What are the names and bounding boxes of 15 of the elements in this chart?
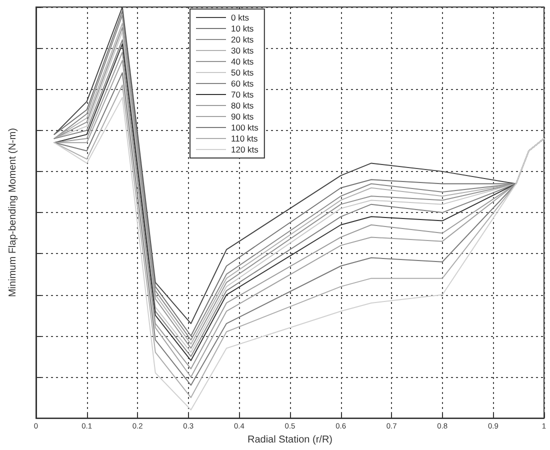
legend-label: 10 kts bbox=[231, 24, 254, 34]
legend-label: 30 kts bbox=[231, 46, 254, 56]
legend-label: 110 kts bbox=[231, 134, 258, 144]
legend-label: 20 kts bbox=[231, 34, 254, 44]
legend-label: 100 kts bbox=[231, 122, 258, 132]
x-axis-title: Radial Station (r/R) bbox=[247, 434, 333, 446]
legend-label: 50 kts bbox=[231, 68, 254, 78]
legend-label: 120 kts bbox=[231, 144, 258, 154]
legend-label: 0 kts bbox=[231, 12, 249, 22]
legend-label: 70 kts bbox=[231, 90, 254, 100]
legend-label: 40 kts bbox=[231, 56, 254, 66]
legend-label: 80 kts bbox=[231, 100, 254, 110]
legend-label: 60 kts bbox=[231, 78, 254, 88]
y-axis-title: Minimum Flap-bending Moment (N-m) bbox=[8, 128, 18, 298]
legend-label: 90 kts bbox=[231, 112, 254, 122]
